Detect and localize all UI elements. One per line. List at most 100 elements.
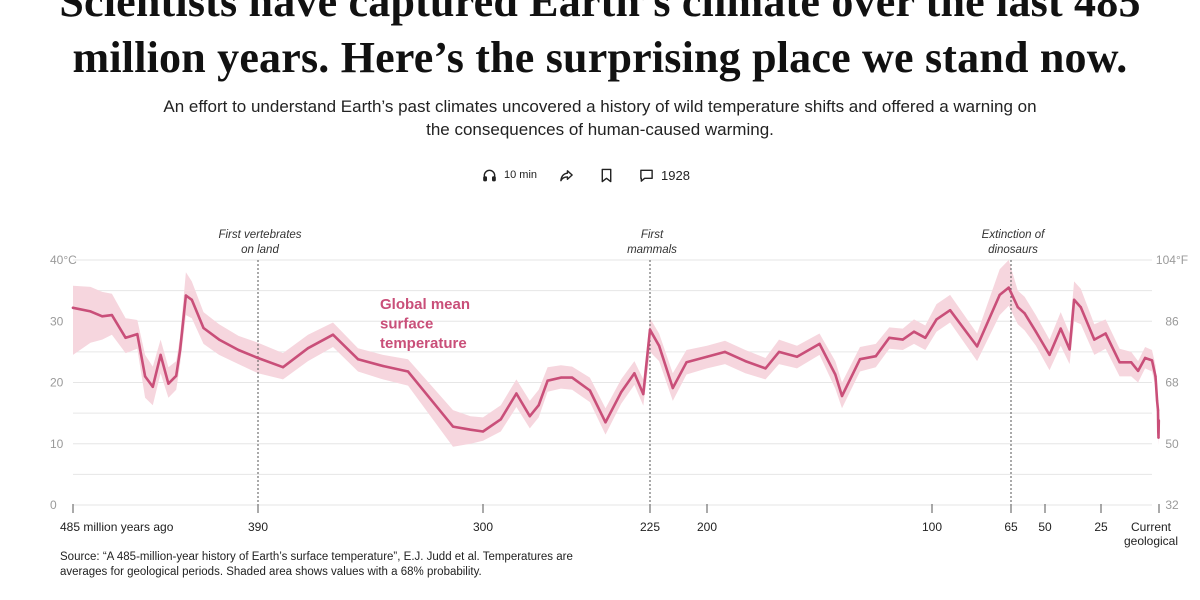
comments-button[interactable]: 1928 xyxy=(639,164,690,186)
temperature-data-point xyxy=(642,392,645,396)
article-headline: Scientists have captured Earth’s climate… xyxy=(59,0,1141,82)
temperature-data-point xyxy=(705,355,709,358)
temperature-data-point xyxy=(356,358,360,361)
y-tick-label-celsius: 40°C xyxy=(50,253,77,267)
temperature-data-point xyxy=(1150,359,1154,362)
y-tick-label-celsius: 30 xyxy=(50,314,64,328)
x-tick-label: 225 xyxy=(640,520,660,534)
bookmark-button[interactable] xyxy=(600,164,613,186)
temperature-data-point xyxy=(723,350,727,354)
temperature-data-point xyxy=(975,345,979,348)
listen-button[interactable]: 10 min xyxy=(482,164,537,186)
event-annotation-label: Extinction of xyxy=(982,229,1046,241)
y-tick-label-fahrenheit: 86 xyxy=(1165,314,1179,328)
x-tick-label: 100 xyxy=(922,520,942,534)
temperature-data-point xyxy=(89,310,92,313)
temperature-data-point xyxy=(648,328,652,331)
temperature-data-point xyxy=(101,315,104,318)
temperature-data-point xyxy=(685,361,688,364)
temperature-data-point xyxy=(217,338,221,341)
temperature-data-point xyxy=(901,338,904,341)
x-tick-label: stage xyxy=(1136,548,1166,550)
temperature-data-point xyxy=(1016,306,1019,309)
temperature-data-point xyxy=(559,376,563,379)
y-tick-label-fahrenheit: 50 xyxy=(1165,437,1179,451)
temperature-data-point xyxy=(1068,348,1071,351)
temperature-data-point xyxy=(237,348,240,352)
temperature-data-point xyxy=(184,294,188,297)
temperature-data-point xyxy=(1079,306,1083,309)
temperature-data-point xyxy=(481,430,485,433)
temperature-data-point xyxy=(159,353,162,357)
temperature-data-point xyxy=(818,342,821,346)
temperature-line xyxy=(71,286,1161,439)
temperature-chart: 0 10 20 30 40°C 32 50 68 86 104°F First vertebrate… xyxy=(50,229,1188,550)
temperature-data-point xyxy=(1093,338,1096,341)
share-button[interactable] xyxy=(559,164,574,186)
temperature-data-point xyxy=(604,421,607,424)
temperature-data-point xyxy=(912,330,916,333)
share-icon xyxy=(559,168,574,183)
y-tick-label-celsius: 20 xyxy=(50,376,64,390)
temperature-data-point xyxy=(1155,399,1159,403)
temperature-data-point xyxy=(124,336,127,339)
temperature-data-point xyxy=(1104,332,1107,335)
temperature-data-point xyxy=(744,359,747,363)
temperature-data-point xyxy=(874,355,877,358)
y-tick-label-fahrenheit: 68 xyxy=(1165,376,1179,390)
y-tick-label-celsius: 0 xyxy=(50,498,57,512)
headphones-icon xyxy=(482,168,497,183)
temperature-data-point xyxy=(948,309,952,312)
event-annotation-label: on land xyxy=(241,244,279,256)
temperature-data-point xyxy=(633,372,636,375)
temperature-data-point xyxy=(1007,286,1010,289)
temperature-data-point xyxy=(499,418,502,421)
x-tick-label: 25 xyxy=(1094,520,1108,534)
listen-duration: 10 min xyxy=(504,169,538,181)
temperature-data-point xyxy=(1143,356,1147,360)
temperature-data-point xyxy=(1157,419,1161,422)
event-annotation-label: First vertebrates xyxy=(218,229,301,241)
confidence-band-68pct xyxy=(73,260,1159,447)
temperature-data-point xyxy=(546,379,549,382)
temperature-data-point xyxy=(306,347,310,350)
temperature-data-point xyxy=(1157,436,1160,439)
temperature-data-point xyxy=(570,376,574,379)
x-tick-label: Current xyxy=(1131,520,1172,534)
event-annotation-label: dinosaurs xyxy=(988,244,1038,256)
temperature-data-point xyxy=(469,428,472,431)
y-tick-label-fahrenheit: 104°F xyxy=(1156,253,1188,267)
temperature-data-point xyxy=(671,386,674,390)
temperature-data-point xyxy=(281,366,285,369)
temperature-data-point xyxy=(515,392,518,395)
temperature-data-point xyxy=(777,350,781,354)
temperature-data-point xyxy=(331,333,335,336)
temperature-data-point xyxy=(175,374,178,377)
temperature-data-point xyxy=(71,306,75,309)
x-tick-label: 300 xyxy=(473,520,493,534)
temperature-data-point xyxy=(1154,375,1157,378)
temperature-data-point xyxy=(1136,369,1140,373)
temperature-data-point xyxy=(1118,361,1121,364)
source-note: Source: “A 485-million-year history of E… xyxy=(60,551,573,578)
temperature-data-point xyxy=(1048,353,1051,357)
event-annotation-label: First xyxy=(641,229,664,241)
y-tick-label-celsius: 10 xyxy=(50,437,64,451)
series-label: Global mean xyxy=(380,296,470,313)
x-tick-label: 65 xyxy=(1004,520,1018,534)
series-label: temperature xyxy=(380,335,467,352)
temperature-data-point xyxy=(190,298,193,301)
temperature-data-point xyxy=(202,326,205,330)
temperature-data-point xyxy=(888,336,891,339)
temperature-data-point xyxy=(143,375,147,378)
temperature-data-point xyxy=(588,389,592,392)
temperature-data-point xyxy=(858,358,862,361)
temperature-data-point xyxy=(381,364,385,368)
x-tick-label: 390 xyxy=(248,520,268,534)
temperature-data-point xyxy=(834,373,837,376)
event-annotation-label: mammals xyxy=(627,244,677,256)
temperature-data-point xyxy=(256,356,260,360)
article-actions-bar: 10 min 1928 xyxy=(0,164,1200,186)
article-dek: An effort to understand Earth’s past cli… xyxy=(163,97,1037,139)
temperature-data-point xyxy=(998,293,1001,297)
